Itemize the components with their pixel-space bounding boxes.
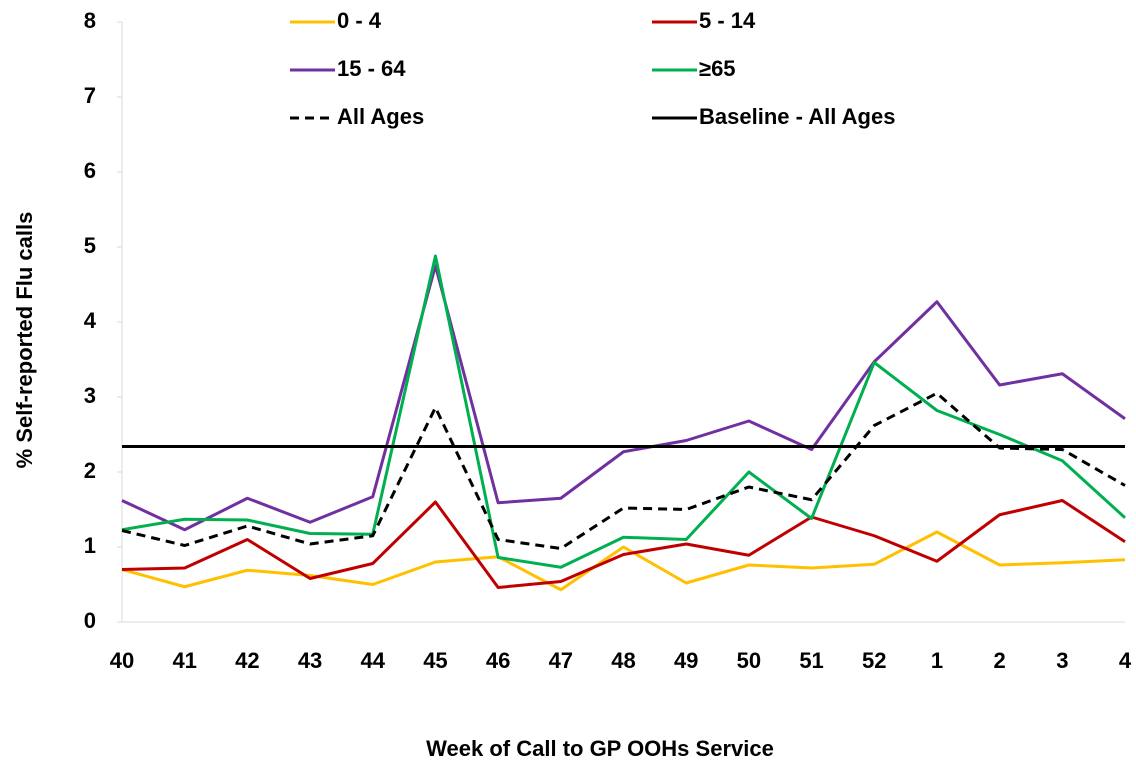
x-tick-label: 3 [1056, 648, 1068, 673]
x-tick-label: 45 [423, 648, 447, 673]
x-axis-title: Week of Call to GP OOHs Service [426, 736, 774, 761]
y-tick-label: 1 [84, 533, 96, 558]
x-tick-label: 47 [549, 648, 573, 673]
x-tick-label: 40 [110, 648, 134, 673]
series-line [121, 254, 1127, 569]
legend-label: ≥65 [699, 56, 736, 81]
y-tick-label: 4 [84, 308, 97, 333]
x-tick-label: 51 [799, 648, 823, 673]
y-tick-label: 2 [84, 458, 96, 483]
x-tick-label: 1 [931, 648, 943, 673]
x-tick-label: 43 [298, 648, 322, 673]
x-tick-label: 41 [172, 648, 196, 673]
x-tick-label: 48 [611, 648, 635, 673]
x-tick-label: 2 [994, 648, 1006, 673]
series-line [121, 264, 1126, 532]
x-tick-label: 42 [235, 648, 259, 673]
legend-label: 0 - 4 [337, 8, 382, 33]
y-tick-label: 0 [84, 608, 96, 633]
legend-label: Baseline - All Ages [699, 104, 895, 129]
x-tick-label: 4 [1119, 648, 1132, 673]
legend-label: 5 - 14 [699, 8, 756, 33]
x-tick-label: 50 [737, 648, 761, 673]
x-tick-label: 46 [486, 648, 510, 673]
legend-label: 15 - 64 [337, 56, 406, 81]
series-line [121, 499, 1126, 589]
y-tick-label: 7 [84, 83, 96, 108]
y-tick-label: 3 [84, 383, 96, 408]
x-tick-label: 52 [862, 648, 886, 673]
x-tick-label: 49 [674, 648, 698, 673]
y-tick-label: 5 [84, 233, 96, 258]
legend-label: All Ages [337, 104, 424, 129]
y-axis-title: % Self-reported Flu calls [12, 212, 37, 469]
series-line [121, 391, 1126, 550]
y-tick-label: 6 [84, 158, 96, 183]
x-tick-label: 44 [361, 648, 386, 673]
series-line [121, 530, 1126, 592]
y-tick-label: 8 [84, 8, 96, 33]
